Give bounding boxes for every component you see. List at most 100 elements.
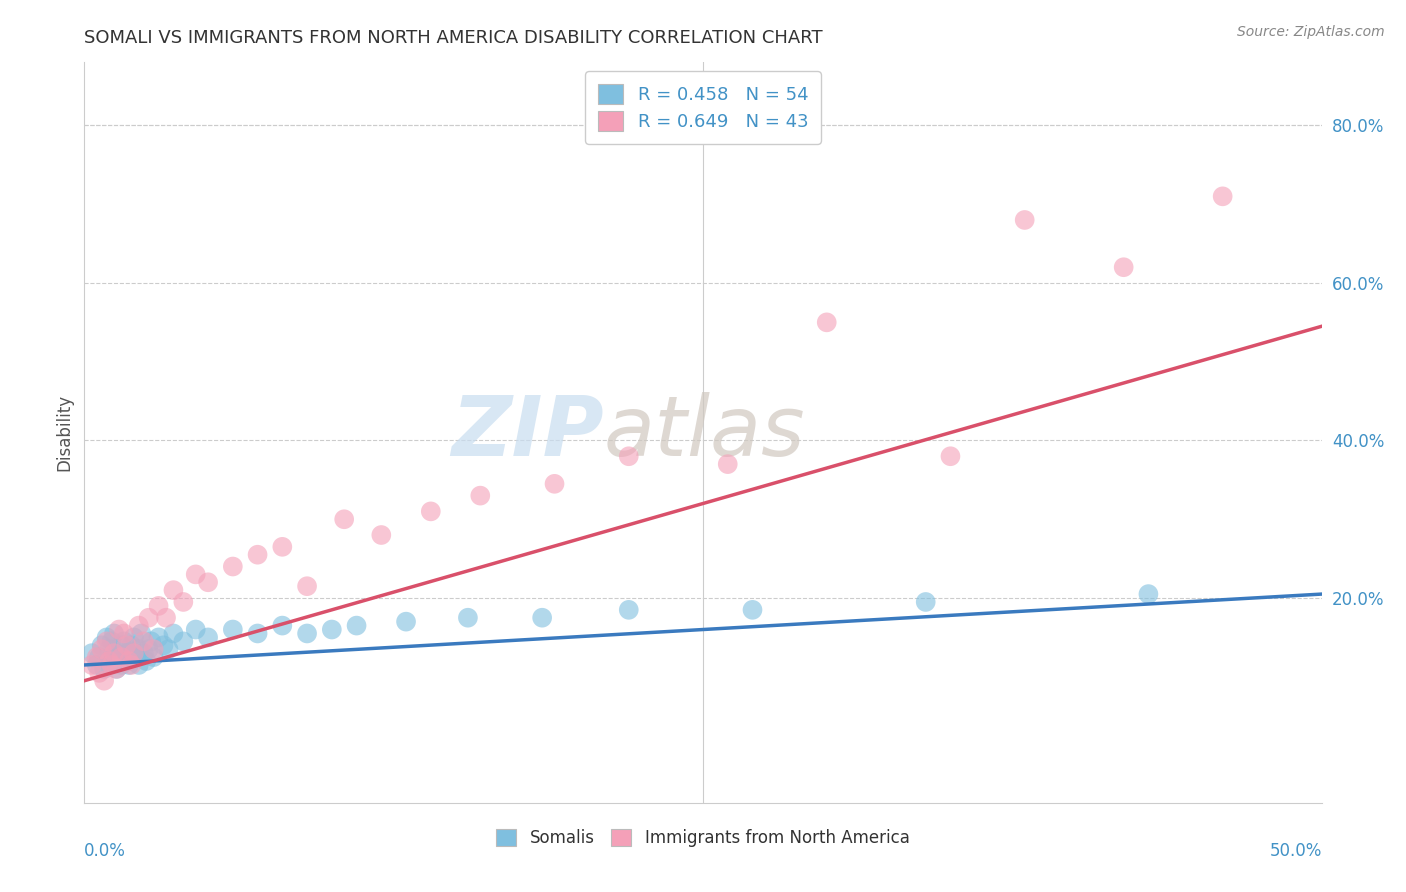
Point xyxy=(138,611,160,625)
Point xyxy=(128,642,150,657)
Point xyxy=(98,654,121,668)
Point xyxy=(271,540,294,554)
Point xyxy=(395,615,418,629)
Point xyxy=(90,638,112,652)
Point xyxy=(295,626,318,640)
Text: SOMALI VS IMMIGRANTS FROM NORTH AMERICA DISABILITY CORRELATION CHART: SOMALI VS IMMIGRANTS FROM NORTH AMERICA … xyxy=(84,29,823,47)
Point xyxy=(90,642,112,657)
Point xyxy=(222,559,245,574)
Point xyxy=(96,634,118,648)
Point xyxy=(108,623,131,637)
Point xyxy=(103,626,125,640)
Point xyxy=(271,618,294,632)
Point xyxy=(914,595,936,609)
Point xyxy=(98,654,121,668)
Point xyxy=(105,646,128,660)
Point xyxy=(246,626,269,640)
Point xyxy=(86,657,108,672)
Point xyxy=(157,642,180,657)
Point xyxy=(103,650,125,665)
Point xyxy=(125,650,148,665)
Point xyxy=(142,642,165,657)
Point xyxy=(457,611,479,625)
Point xyxy=(246,548,269,562)
Point xyxy=(470,489,492,503)
Point xyxy=(103,646,125,660)
Point xyxy=(110,657,132,672)
Point xyxy=(132,646,155,660)
Point xyxy=(86,650,108,665)
Text: 0.0%: 0.0% xyxy=(84,842,127,860)
Point xyxy=(110,650,132,665)
Point xyxy=(135,654,157,668)
Point xyxy=(172,634,194,648)
Point xyxy=(141,634,163,648)
Point xyxy=(370,528,392,542)
Point xyxy=(162,583,184,598)
Text: atlas: atlas xyxy=(605,392,806,473)
Point xyxy=(152,638,174,652)
Point xyxy=(129,626,152,640)
Point xyxy=(172,595,194,609)
Point xyxy=(122,646,145,660)
Point xyxy=(419,504,441,518)
Point xyxy=(89,665,111,680)
Point xyxy=(112,650,135,665)
Point xyxy=(1137,587,1160,601)
Point xyxy=(120,657,142,672)
Point xyxy=(717,457,740,471)
Point xyxy=(197,575,219,590)
Point xyxy=(155,611,177,625)
Text: 50.0%: 50.0% xyxy=(1270,842,1322,860)
Point xyxy=(118,657,141,672)
Point xyxy=(108,654,131,668)
Point xyxy=(184,567,207,582)
Point xyxy=(128,657,150,672)
Point xyxy=(98,657,121,672)
Text: ZIP: ZIP xyxy=(451,392,605,473)
Point xyxy=(132,634,155,648)
Point xyxy=(815,315,838,329)
Point xyxy=(128,618,150,632)
Point xyxy=(1014,213,1036,227)
Point xyxy=(100,657,122,672)
Point xyxy=(197,631,219,645)
Point xyxy=(148,631,170,645)
Point xyxy=(617,449,640,463)
Point xyxy=(222,623,245,637)
Point xyxy=(142,650,165,665)
Point xyxy=(184,623,207,637)
Point xyxy=(112,626,135,640)
Point xyxy=(115,646,138,660)
Point xyxy=(138,642,160,657)
Point xyxy=(543,476,565,491)
Y-axis label: Disability: Disability xyxy=(55,394,73,471)
Point xyxy=(93,673,115,688)
Point xyxy=(89,650,111,665)
Point xyxy=(321,623,343,637)
Point xyxy=(96,631,118,645)
Point xyxy=(1212,189,1234,203)
Point xyxy=(741,603,763,617)
Point xyxy=(105,662,128,676)
Point xyxy=(333,512,356,526)
Point xyxy=(118,654,141,668)
Point xyxy=(105,662,128,676)
Point xyxy=(122,631,145,645)
Point xyxy=(346,618,368,632)
Point xyxy=(122,646,145,660)
Text: Source: ZipAtlas.com: Source: ZipAtlas.com xyxy=(1237,25,1385,39)
Point xyxy=(531,611,554,625)
Point xyxy=(115,638,138,652)
Point xyxy=(148,599,170,613)
Point xyxy=(100,634,122,648)
Point xyxy=(98,642,121,657)
Point xyxy=(80,646,103,660)
Point xyxy=(112,634,135,648)
Point xyxy=(110,638,132,652)
Point xyxy=(120,638,142,652)
Point xyxy=(162,626,184,640)
Point xyxy=(118,654,141,668)
Point xyxy=(939,449,962,463)
Legend: Somalis, Immigrants from North America: Somalis, Immigrants from North America xyxy=(489,822,917,854)
